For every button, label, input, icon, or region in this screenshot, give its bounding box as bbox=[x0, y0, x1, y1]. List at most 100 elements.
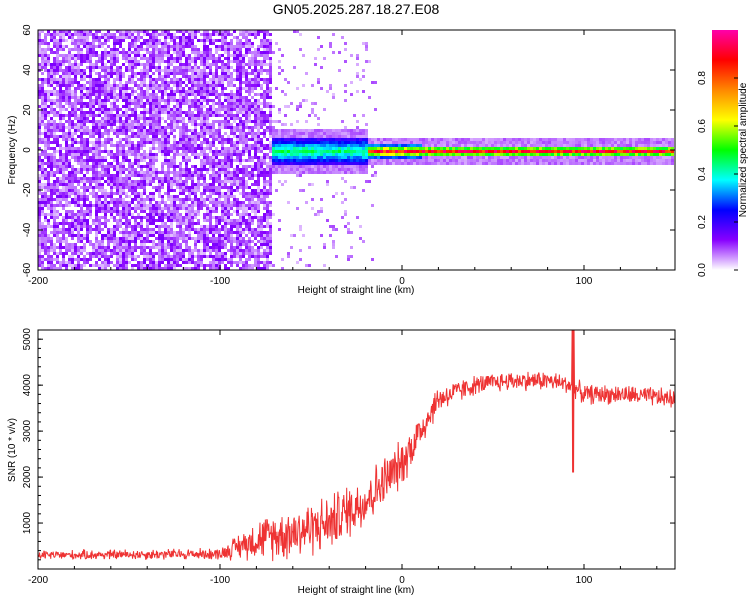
spectrogram-cell bbox=[155, 39, 158, 42]
spectrogram-cell bbox=[179, 51, 182, 54]
spectrogram-cell bbox=[260, 228, 263, 231]
spectrogram-cell bbox=[176, 255, 179, 258]
spectrogram-cell bbox=[101, 162, 104, 165]
spectrogram-cell bbox=[95, 225, 98, 228]
spectrogram-cell bbox=[146, 258, 149, 261]
spectrogram-cell bbox=[80, 93, 83, 96]
spectrogram-cell bbox=[245, 267, 248, 270]
spectrogram-cell bbox=[242, 141, 245, 144]
spectrogram-cell bbox=[104, 63, 107, 66]
spectrogram-cell bbox=[188, 174, 191, 177]
spectrogram-cell bbox=[74, 75, 77, 78]
spectrogram-cell bbox=[215, 207, 218, 210]
spectrogram-cell bbox=[122, 126, 125, 129]
spectrogram-cell bbox=[245, 96, 248, 99]
spectrogram-cell bbox=[59, 33, 62, 36]
spectrogram-cell bbox=[227, 231, 230, 234]
spectrogram-cell bbox=[131, 141, 134, 144]
spectrogram-cell bbox=[263, 102, 266, 105]
spectrogram-cell bbox=[167, 207, 170, 210]
spectrogram-cell bbox=[83, 234, 86, 237]
spectrogram-cell bbox=[74, 264, 77, 267]
spectrogram-cell bbox=[188, 231, 191, 234]
spectrogram-cell bbox=[41, 72, 44, 75]
spectrogram-cell bbox=[167, 216, 170, 219]
spectrogram-cell bbox=[116, 48, 119, 51]
spectrogram-cell bbox=[266, 144, 269, 147]
spectrogram-cell bbox=[74, 78, 77, 81]
spectrogram-cell bbox=[107, 99, 110, 102]
spectrogram-cell bbox=[149, 51, 152, 54]
spectrogram-cell bbox=[140, 210, 143, 213]
spectrogram-cell bbox=[245, 75, 248, 78]
spectrogram-cell bbox=[89, 42, 92, 45]
spectrogram-cell bbox=[110, 186, 113, 189]
spectrogram-cell bbox=[200, 87, 203, 90]
spectrogram-cell bbox=[206, 225, 209, 228]
spectrogram-cell bbox=[152, 120, 155, 123]
spectrogram-cell bbox=[161, 210, 164, 213]
spectrogram-cell bbox=[161, 87, 164, 90]
spectrogram-cell bbox=[104, 249, 107, 252]
spectrogram-cell bbox=[44, 99, 47, 102]
spectrogram-cell bbox=[197, 138, 200, 141]
spectrogram-cell bbox=[269, 105, 272, 108]
spectrogram-cell bbox=[266, 213, 269, 216]
spectrogram-cell bbox=[98, 210, 101, 213]
spectrogram-cell bbox=[110, 111, 113, 114]
spectrogram-cell bbox=[119, 144, 122, 147]
spectrogram-cell bbox=[53, 60, 56, 63]
spectrogram-cell bbox=[215, 60, 218, 63]
spectrogram-cell bbox=[200, 237, 203, 240]
spectrogram-cell bbox=[173, 219, 176, 222]
spectrogram-cell bbox=[83, 87, 86, 90]
spectrogram-cell bbox=[191, 123, 194, 126]
spectrogram-cell bbox=[173, 264, 176, 267]
spectrogram-cell bbox=[263, 111, 266, 114]
spectrogram-cell bbox=[38, 114, 41, 117]
spectrogram-cell bbox=[185, 45, 188, 48]
spectrogram-cell bbox=[236, 75, 239, 78]
spectrogram-cell bbox=[176, 69, 179, 72]
spectrogram-cell bbox=[194, 51, 197, 54]
spectrogram-cell bbox=[65, 267, 68, 270]
spectrogram-cell bbox=[131, 60, 134, 63]
spectrogram-cell bbox=[62, 183, 65, 186]
spectrogram-cell bbox=[149, 246, 152, 249]
spectrogram-cell bbox=[164, 267, 167, 270]
spectrogram-cell bbox=[224, 69, 227, 72]
spectrogram-cell bbox=[71, 237, 74, 240]
spectrogram-cell bbox=[158, 210, 161, 213]
spectrogram-cell bbox=[230, 45, 233, 48]
spectrogram-cell bbox=[164, 144, 167, 147]
spectrogram-cell bbox=[98, 162, 101, 165]
spectrogram-cell bbox=[188, 33, 191, 36]
spectrogram-cell bbox=[71, 165, 74, 168]
spectrogram-cell bbox=[68, 60, 71, 63]
spectrogram-cell bbox=[53, 78, 56, 81]
spectrogram-cell bbox=[155, 168, 158, 171]
spectrogram-cell bbox=[245, 261, 248, 264]
spectrogram-cell bbox=[263, 168, 266, 171]
spectrogram-cell bbox=[68, 264, 71, 267]
spectrogram-cell bbox=[92, 180, 95, 183]
spectrogram-cell bbox=[152, 30, 155, 33]
spectrogram-cell bbox=[110, 51, 113, 54]
spectrogram-cell bbox=[128, 195, 131, 198]
spectrogram-cell bbox=[44, 252, 47, 255]
spectrogram-cell bbox=[227, 84, 230, 87]
spectrogram-cell bbox=[74, 213, 77, 216]
spectrogram-cell bbox=[44, 195, 47, 198]
spectrogram-cell bbox=[224, 39, 227, 42]
spectrogram-cell bbox=[191, 120, 194, 123]
spectrogram-cell bbox=[200, 114, 203, 117]
spectrogram-cell bbox=[68, 189, 71, 192]
spectrogram-cell bbox=[257, 210, 260, 213]
spectrogram-cell bbox=[164, 207, 167, 210]
spectrogram-cell bbox=[128, 93, 131, 96]
spectrogram-cell bbox=[164, 69, 167, 72]
spectrogram-cell bbox=[125, 180, 128, 183]
spectrogram-cell bbox=[182, 69, 185, 72]
spectrogram-cell bbox=[233, 108, 236, 111]
spectrogram-cell bbox=[239, 33, 242, 36]
